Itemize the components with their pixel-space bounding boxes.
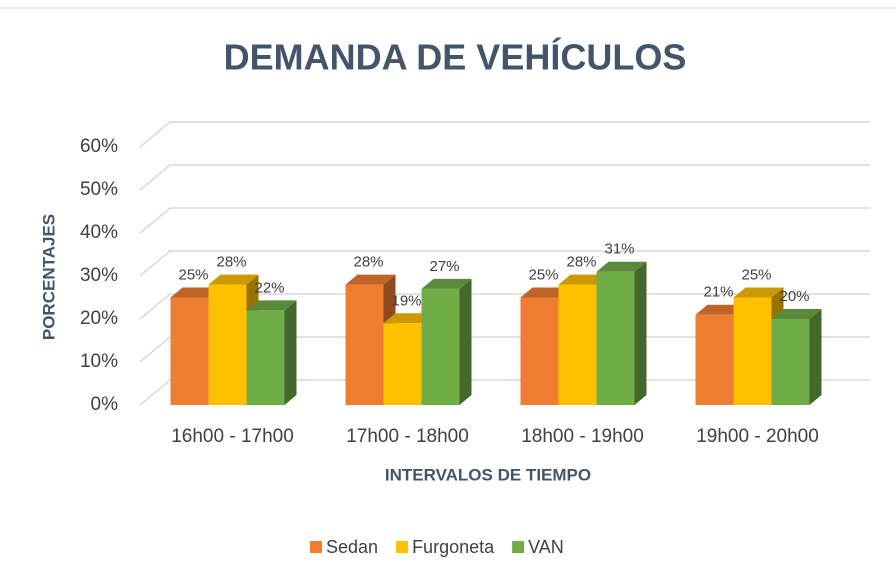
bar-side bbox=[809, 309, 822, 405]
legend-label: Sedan bbox=[326, 537, 378, 557]
data-label: 28% bbox=[353, 254, 383, 271]
bar-side bbox=[634, 261, 647, 405]
y-axis-label: PORCENTAJES bbox=[39, 214, 58, 340]
data-label: 27% bbox=[429, 258, 459, 275]
bar bbox=[733, 297, 772, 405]
bar-top bbox=[520, 287, 571, 298]
data-label: 20% bbox=[779, 288, 809, 305]
bar-top bbox=[695, 304, 746, 315]
bar bbox=[345, 284, 384, 405]
bar-top bbox=[421, 278, 472, 289]
grid-line bbox=[139, 164, 870, 191]
bar-top bbox=[345, 274, 396, 285]
grid-line bbox=[139, 121, 870, 148]
x-tick-label: 16h00 - 17h00 bbox=[171, 426, 294, 447]
y-tick-label: 20% bbox=[80, 308, 118, 329]
bar bbox=[383, 323, 422, 405]
bar bbox=[558, 284, 597, 405]
data-label: 22% bbox=[254, 279, 284, 296]
bar bbox=[208, 284, 247, 405]
legend-swatch bbox=[310, 541, 322, 553]
legend-label: Furgoneta bbox=[412, 537, 495, 557]
bar-side bbox=[459, 278, 472, 405]
y-tick-label: 10% bbox=[80, 351, 118, 372]
y-tick-label: 50% bbox=[80, 179, 118, 200]
data-label: 28% bbox=[566, 254, 596, 271]
x-tick-label: 18h00 - 19h00 bbox=[521, 426, 644, 447]
bar-top bbox=[383, 313, 434, 324]
chart-title: DEMANDA DE VEHÍCULOS bbox=[224, 37, 687, 78]
bar bbox=[596, 271, 635, 405]
data-label: 31% bbox=[604, 241, 634, 258]
legend-swatch bbox=[396, 541, 409, 553]
data-label: 25% bbox=[178, 266, 208, 283]
x-tick-label: 17h00 - 18h00 bbox=[346, 426, 469, 447]
bar-top bbox=[558, 274, 609, 285]
data-label: 19% bbox=[391, 292, 421, 309]
x-axis-label: INTERVALOS DE TIEMPO bbox=[385, 465, 591, 484]
legend-swatch bbox=[512, 541, 525, 553]
bar bbox=[246, 310, 285, 405]
bar bbox=[771, 319, 810, 405]
bar bbox=[170, 297, 209, 405]
bar-top bbox=[596, 261, 647, 272]
data-label: 21% bbox=[703, 284, 733, 301]
bar-top bbox=[771, 309, 822, 319]
legend-label: VAN bbox=[528, 537, 564, 557]
bar bbox=[421, 288, 460, 405]
y-tick-label: 30% bbox=[80, 265, 118, 286]
bar bbox=[695, 314, 734, 405]
bar-top bbox=[733, 287, 784, 298]
data-label: 25% bbox=[528, 266, 558, 283]
y-tick-label: 0% bbox=[91, 394, 119, 415]
bar-top bbox=[246, 300, 297, 311]
grid-line bbox=[139, 250, 870, 277]
y-tick-label: 60% bbox=[80, 136, 118, 157]
data-label: 28% bbox=[216, 254, 246, 271]
y-tick-label: 40% bbox=[80, 222, 118, 243]
x-tick-label: 19h00 - 20h00 bbox=[696, 426, 819, 447]
data-label: 25% bbox=[741, 266, 771, 283]
bar-top bbox=[208, 274, 259, 285]
bar-top bbox=[170, 287, 221, 298]
grid-line bbox=[139, 207, 870, 234]
bar-side bbox=[284, 300, 297, 405]
bar bbox=[520, 297, 559, 405]
